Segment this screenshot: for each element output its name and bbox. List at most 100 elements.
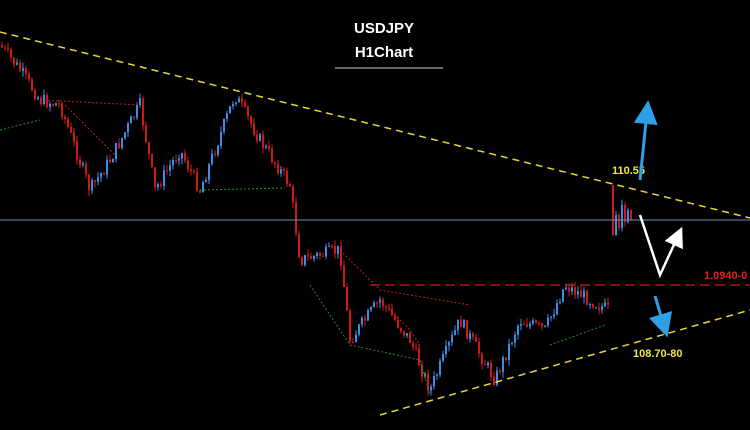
candle-body xyxy=(88,174,90,191)
candle-body xyxy=(346,286,348,311)
candle-body xyxy=(196,171,198,191)
candle-body xyxy=(376,302,378,304)
candle-body xyxy=(172,160,174,166)
candle-body xyxy=(76,141,78,160)
pattern-line xyxy=(549,324,606,346)
candle-body xyxy=(235,102,237,104)
pattern-line xyxy=(39,99,141,106)
candle-body xyxy=(181,153,183,159)
upper-trendline xyxy=(0,31,750,219)
candle-body xyxy=(112,159,114,163)
candle-body xyxy=(538,322,540,324)
candle-body xyxy=(145,125,147,143)
candle-body xyxy=(490,362,492,377)
candle-body xyxy=(82,163,84,166)
lower-trendline xyxy=(379,309,750,416)
candle-body xyxy=(445,345,447,354)
candle-body xyxy=(469,333,471,339)
candle-body xyxy=(463,320,465,327)
candle-body xyxy=(316,253,318,256)
candle-body xyxy=(448,342,450,346)
candle-body xyxy=(556,303,558,315)
candle-body xyxy=(301,257,303,265)
candle-body xyxy=(520,323,522,326)
candle-body xyxy=(621,205,623,228)
candle-body xyxy=(364,317,366,321)
candles xyxy=(1,41,632,396)
candle-body xyxy=(19,62,21,71)
candle-body xyxy=(601,306,603,310)
candle-body xyxy=(451,335,453,343)
candle-body xyxy=(403,331,405,336)
candle-body xyxy=(595,307,597,309)
candle-body xyxy=(103,173,105,175)
candle-body xyxy=(577,291,579,295)
candle-body xyxy=(46,95,48,108)
candle-body xyxy=(592,304,594,308)
candle-body xyxy=(43,95,45,105)
candle-body xyxy=(586,290,588,305)
candle-body xyxy=(136,105,138,118)
candle-body xyxy=(343,265,345,287)
level-label: 110.55 xyxy=(612,165,645,177)
candle-body xyxy=(562,289,564,302)
candle-body xyxy=(421,365,423,377)
candle-body xyxy=(244,102,246,107)
candle-body xyxy=(292,186,294,203)
candle-body xyxy=(379,299,381,303)
candle-body xyxy=(466,320,468,339)
candle-body xyxy=(349,310,351,342)
arrow-up xyxy=(633,100,658,181)
candle-body xyxy=(274,162,276,164)
candle-body xyxy=(268,145,270,149)
candle-body xyxy=(355,334,357,343)
level-label: 1.0940-0 xyxy=(704,270,747,282)
candle-body xyxy=(28,73,30,80)
candle-body xyxy=(229,106,231,114)
candle-body xyxy=(238,98,240,103)
candle-body xyxy=(370,307,372,311)
chart-title: USDJPY xyxy=(354,20,414,37)
candle-body xyxy=(232,103,234,107)
candle-body xyxy=(571,287,573,292)
candle-body xyxy=(472,333,474,337)
candle-body xyxy=(217,145,219,155)
candle-body xyxy=(400,327,402,332)
candle-body xyxy=(226,113,228,120)
candle-body xyxy=(484,364,486,366)
candle-body xyxy=(67,119,69,127)
candle-body xyxy=(1,45,3,48)
candle-body xyxy=(280,169,282,174)
candle-body xyxy=(304,255,306,265)
candle-body xyxy=(259,134,261,141)
candle-body xyxy=(499,370,501,373)
candle-body xyxy=(184,153,186,161)
candle-body xyxy=(124,132,126,138)
candle-body xyxy=(385,306,387,308)
candle-body xyxy=(618,215,620,228)
candle-body xyxy=(565,287,567,290)
candle-body xyxy=(34,90,36,100)
candle-body xyxy=(559,301,561,304)
candle-body xyxy=(433,376,435,387)
candle-body xyxy=(97,177,99,182)
candle-body xyxy=(535,320,537,323)
candle-body xyxy=(166,170,168,172)
candle-body xyxy=(22,68,24,71)
candle-body xyxy=(154,167,156,188)
candle-body xyxy=(298,233,300,258)
candle-body xyxy=(493,376,495,385)
candle-body xyxy=(286,170,288,184)
candle-body xyxy=(307,255,309,257)
candle-body xyxy=(283,169,285,171)
candle-body xyxy=(481,353,483,365)
candle-body xyxy=(253,123,255,135)
candle-body xyxy=(412,343,414,348)
pattern-lines xyxy=(39,99,471,346)
candle-body xyxy=(328,245,330,247)
candle-body xyxy=(265,145,267,148)
candle-body xyxy=(612,185,614,235)
candle-body xyxy=(205,180,207,183)
candle-body xyxy=(630,210,632,220)
